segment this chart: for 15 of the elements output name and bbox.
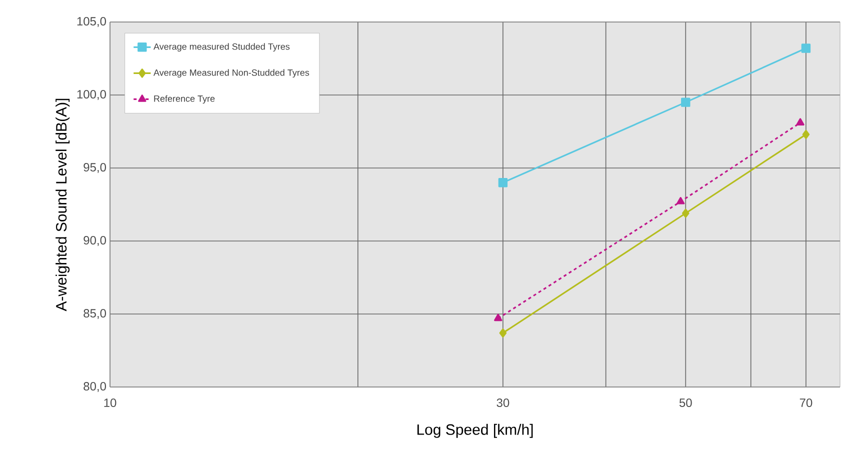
- y-tick-label: 95,0: [84, 163, 106, 173]
- y-tick-label: 100,0: [77, 90, 106, 100]
- legend-label: Average measured Studded Tyres: [154, 43, 290, 52]
- x-axis-title: Log Speed [km/h]: [417, 424, 533, 438]
- y-axis-title: A-weighted Sound Level [dB(A)]: [56, 98, 70, 312]
- y-tick-label: 85,0: [84, 309, 106, 319]
- x-tick-label: 10: [104, 398, 116, 408]
- legend-label: Average Measured Non-Studded Tyres: [154, 69, 310, 78]
- y-tick-label: 80,0: [84, 382, 106, 392]
- x-tick-label: 30: [496, 398, 510, 408]
- x-tick-label: 70: [800, 398, 812, 408]
- x-tick-label: 50: [679, 398, 692, 408]
- y-tick-label: 90,0: [84, 236, 106, 246]
- legend-label: Reference Tyre: [154, 95, 215, 104]
- y-tick-label: 105,0: [77, 17, 106, 27]
